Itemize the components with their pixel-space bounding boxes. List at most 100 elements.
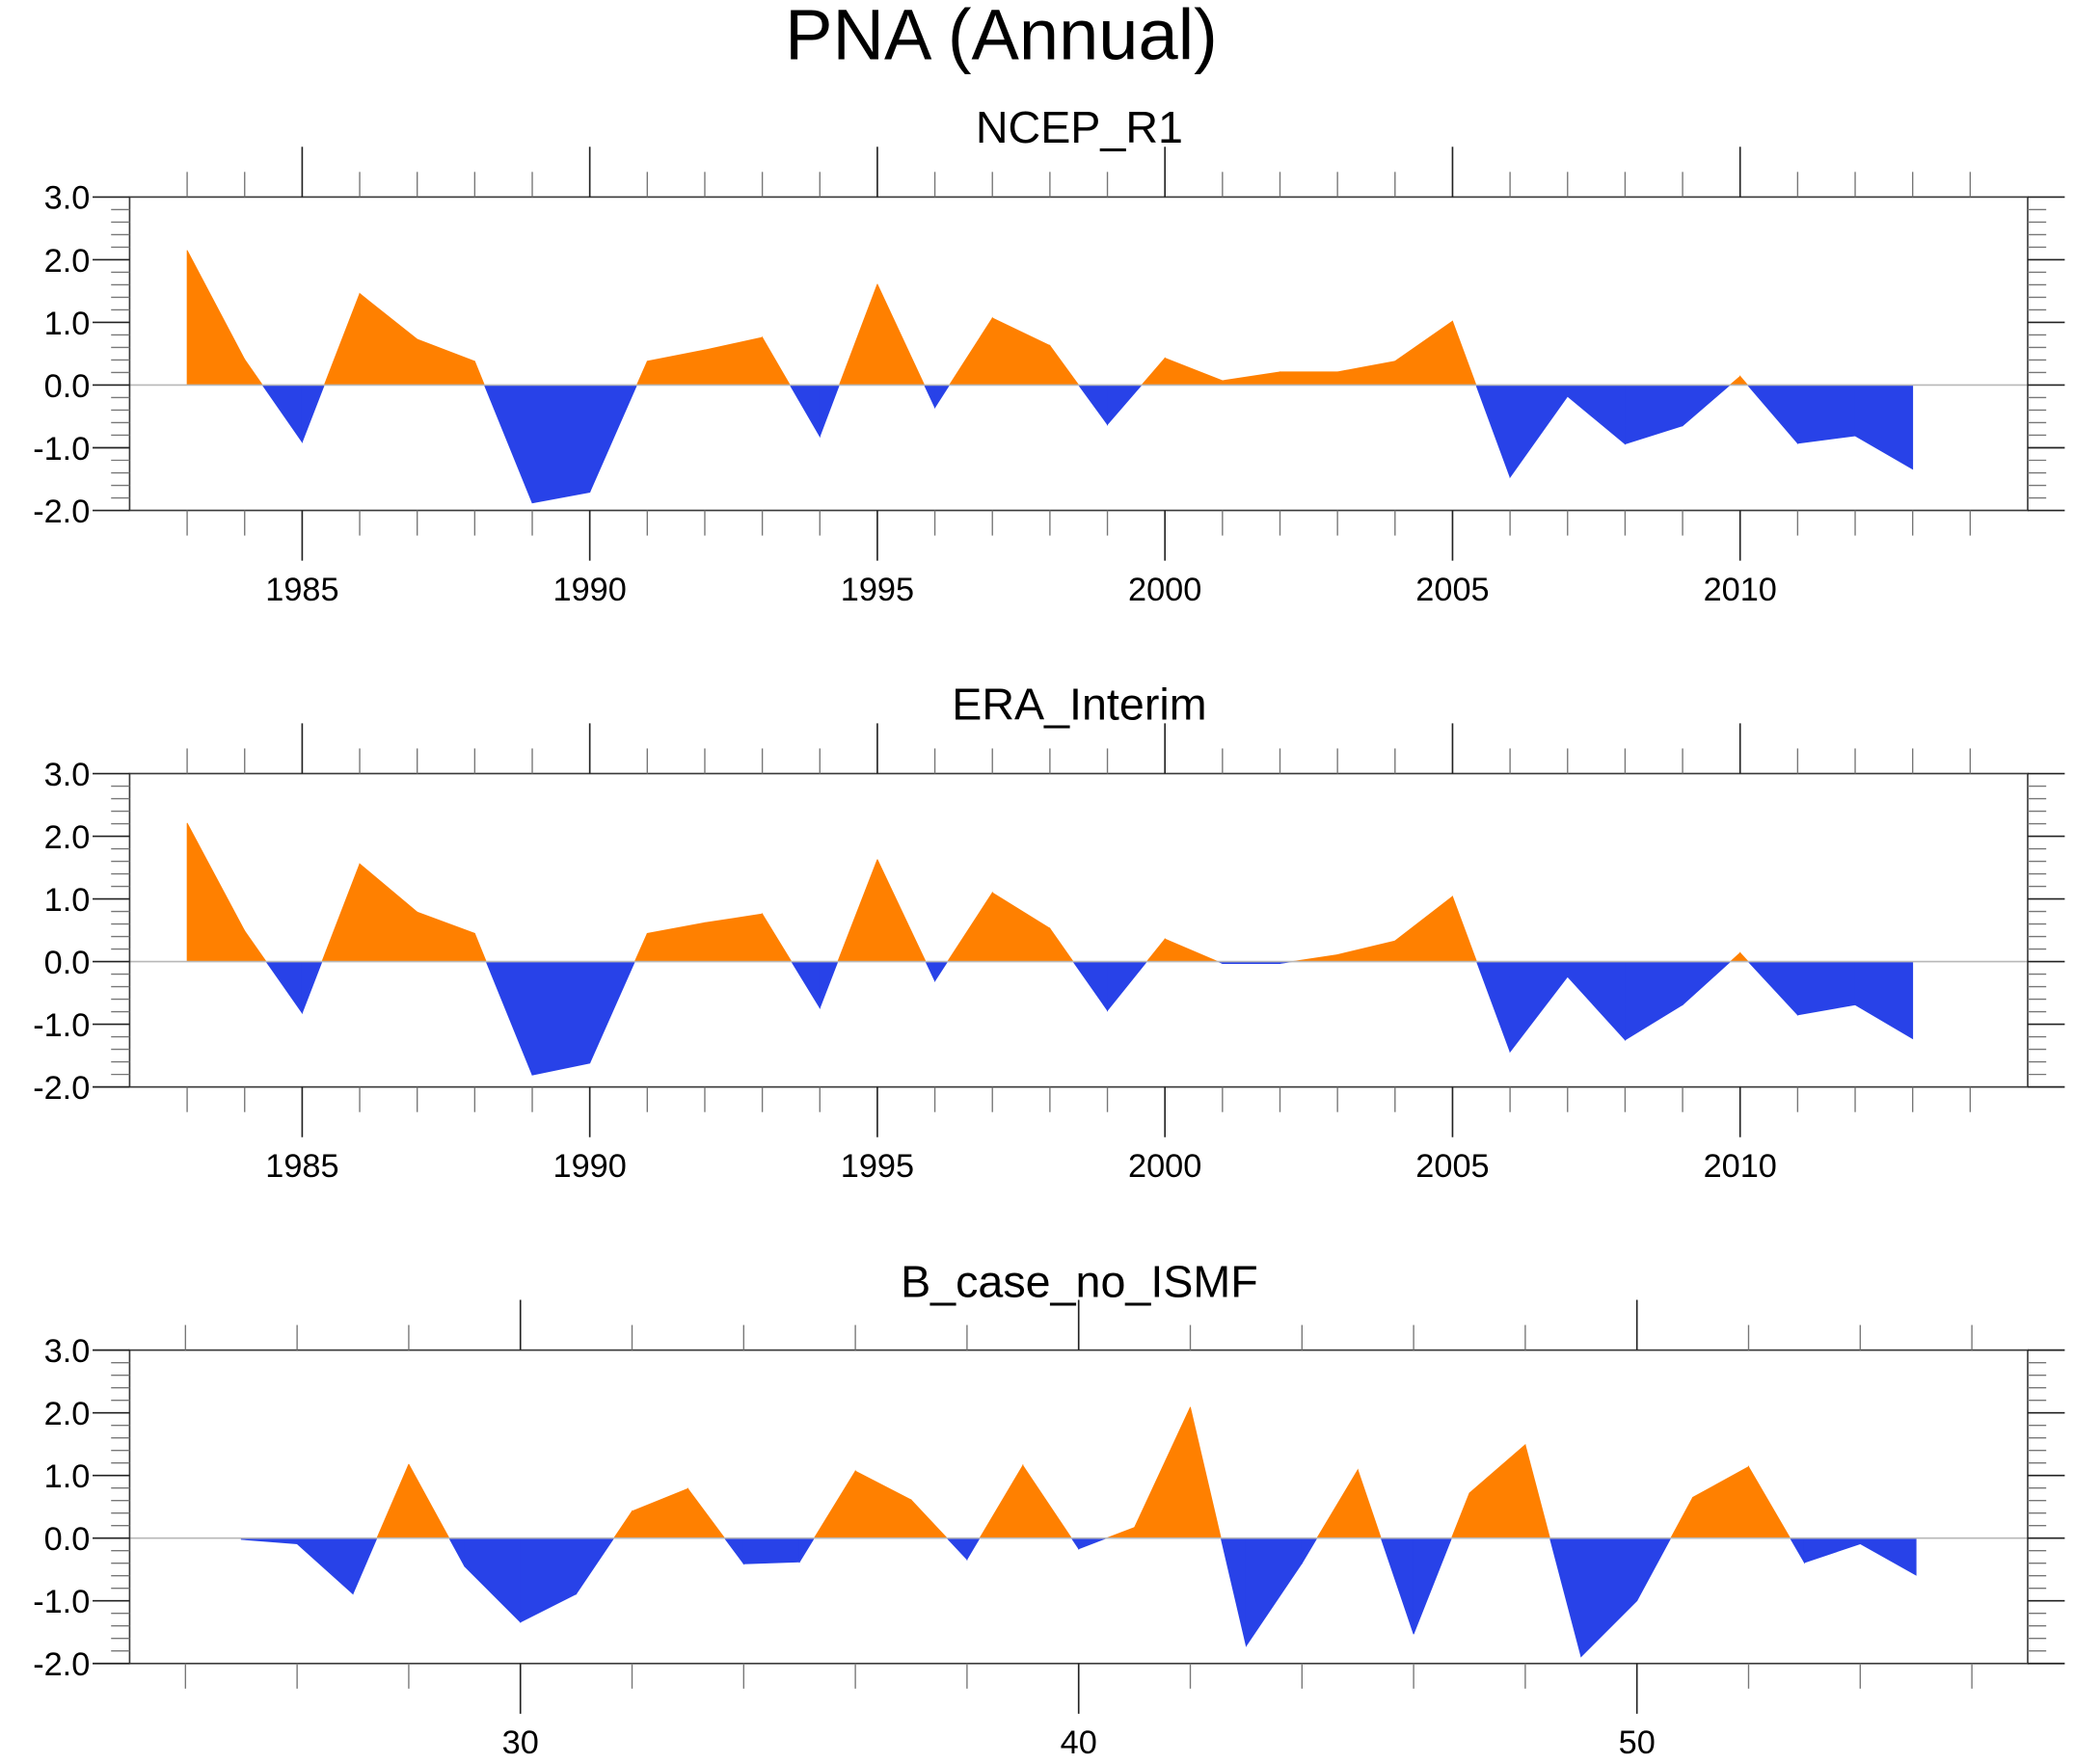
x-tick-label: 1985 xyxy=(265,572,338,608)
negative-area-segment xyxy=(352,1537,378,1594)
positive-area-segment xyxy=(1049,926,1074,962)
positive-area-segment xyxy=(838,283,878,386)
negative-area-segment xyxy=(464,1537,522,1623)
negative-area-segment xyxy=(1301,1537,1318,1565)
positive-area-segment xyxy=(1394,895,1453,962)
y-tick-label: -1.0 xyxy=(33,1584,90,1620)
negative-area-segment xyxy=(1072,961,1108,1012)
x-tick-label: 1990 xyxy=(553,572,627,608)
negative-area-segment xyxy=(1567,385,1626,445)
negative-area-segment xyxy=(240,1537,298,1544)
plot-frame xyxy=(128,196,2029,512)
positive-area-segment xyxy=(910,1498,949,1539)
positive-area-segment xyxy=(1450,1492,1470,1539)
negative-area-segment xyxy=(261,385,303,443)
negative-area-segment xyxy=(934,961,949,983)
negative-area-segment xyxy=(934,385,951,410)
negative-area-segment xyxy=(1245,1537,1303,1647)
negative-area-segment xyxy=(1413,1537,1453,1635)
negative-area-segment xyxy=(1220,1537,1247,1646)
positive-area-segment xyxy=(946,891,993,962)
positive-area-segment xyxy=(1316,1468,1359,1539)
negative-area-segment xyxy=(742,1537,800,1564)
plot-frame xyxy=(128,772,2029,1088)
positive-area-segment xyxy=(1670,1497,1694,1539)
positive-area-segment xyxy=(417,911,475,962)
positive-area-segment xyxy=(1141,357,1166,386)
negative-area-segment xyxy=(1746,385,1798,445)
positive-area-segment xyxy=(1106,1527,1136,1539)
positive-area-segment xyxy=(813,1469,856,1539)
y-tick-label: -2.0 xyxy=(33,1070,90,1107)
positive-area-segment xyxy=(1134,1406,1191,1539)
negative-area-segment xyxy=(1107,961,1148,1012)
x-tick-label: 2005 xyxy=(1415,1148,1489,1185)
negative-area-segment xyxy=(483,385,533,503)
x-tick-label: 2000 xyxy=(1128,1148,1201,1185)
y-tick-label: 2.0 xyxy=(44,819,91,856)
y-tick-label: 3.0 xyxy=(44,180,91,217)
y-tick-label: 0.0 xyxy=(44,1521,91,1558)
y-tick-label: 3.0 xyxy=(44,1333,91,1370)
positive-area-segment xyxy=(1222,371,1280,386)
y-tick-label: 1.0 xyxy=(44,306,91,342)
negative-area-segment xyxy=(946,1537,968,1561)
positive-area-segment xyxy=(991,892,1051,962)
positive-area-segment xyxy=(1729,375,1741,386)
negative-area-segment xyxy=(1682,385,1732,427)
y-tick-label: 0.0 xyxy=(44,945,91,981)
negative-area-segment xyxy=(1380,1537,1414,1635)
positive-area-segment xyxy=(854,1470,912,1539)
y-tick-label: 1.0 xyxy=(44,882,91,919)
negative-area-segment xyxy=(589,385,638,493)
positive-area-segment xyxy=(1145,938,1166,962)
positive-area-segment xyxy=(979,1463,1024,1539)
positive-area-segment xyxy=(1748,1465,1791,1539)
x-tick-label: 1990 xyxy=(553,1148,627,1185)
negative-area-segment xyxy=(1567,961,1626,1041)
y-tick-label: 0.0 xyxy=(44,368,91,405)
negative-area-segment xyxy=(924,385,935,409)
negative-area-segment xyxy=(819,961,839,1008)
positive-area-segment xyxy=(1452,895,1478,962)
positive-area-segment xyxy=(646,922,706,962)
negative-area-segment xyxy=(301,961,323,1014)
negative-area-segment xyxy=(819,385,840,437)
negative-area-segment xyxy=(1859,1537,1917,1576)
negative-area-segment xyxy=(1580,1537,1638,1658)
positive-area-segment xyxy=(1049,344,1080,386)
negative-area-segment xyxy=(531,385,591,504)
positive-area-segment xyxy=(1164,938,1219,962)
x-tick-label: 2010 xyxy=(1704,572,1777,608)
positive-area-segment xyxy=(1468,1443,1526,1539)
positive-area-segment xyxy=(376,1463,410,1539)
positive-area-segment xyxy=(876,859,927,962)
panel-title: NCEP_R1 xyxy=(976,102,1183,152)
positive-area-segment xyxy=(1729,951,1741,962)
negative-area-segment xyxy=(798,1537,816,1564)
negative-area-segment xyxy=(1509,385,1569,479)
y-tick-label: 3.0 xyxy=(44,757,91,793)
positive-area-segment xyxy=(704,913,764,962)
y-tick-label: 1.0 xyxy=(44,1458,91,1495)
positive-area-segment xyxy=(1739,951,1750,962)
positive-area-segment xyxy=(323,293,361,386)
positive-area-segment xyxy=(186,822,246,962)
positive-area-segment xyxy=(612,1510,633,1539)
negative-area-segment xyxy=(1549,1537,1582,1657)
positive-area-segment xyxy=(632,1487,688,1539)
positive-area-segment xyxy=(321,863,361,962)
negative-area-segment xyxy=(1682,961,1732,1006)
y-tick-label: -1.0 xyxy=(33,431,90,468)
positive-area-segment xyxy=(948,316,993,386)
positive-area-segment xyxy=(408,1463,450,1539)
positive-area-segment xyxy=(417,338,475,386)
y-tick-label: -2.0 xyxy=(33,1646,90,1683)
positive-area-segment xyxy=(1394,320,1453,386)
y-tick-label: -2.0 xyxy=(33,494,90,530)
y-tick-label: -1.0 xyxy=(33,1007,90,1044)
positive-area-segment xyxy=(876,283,926,386)
negative-area-segment xyxy=(1070,1537,1080,1551)
negative-area-segment xyxy=(531,961,591,1076)
